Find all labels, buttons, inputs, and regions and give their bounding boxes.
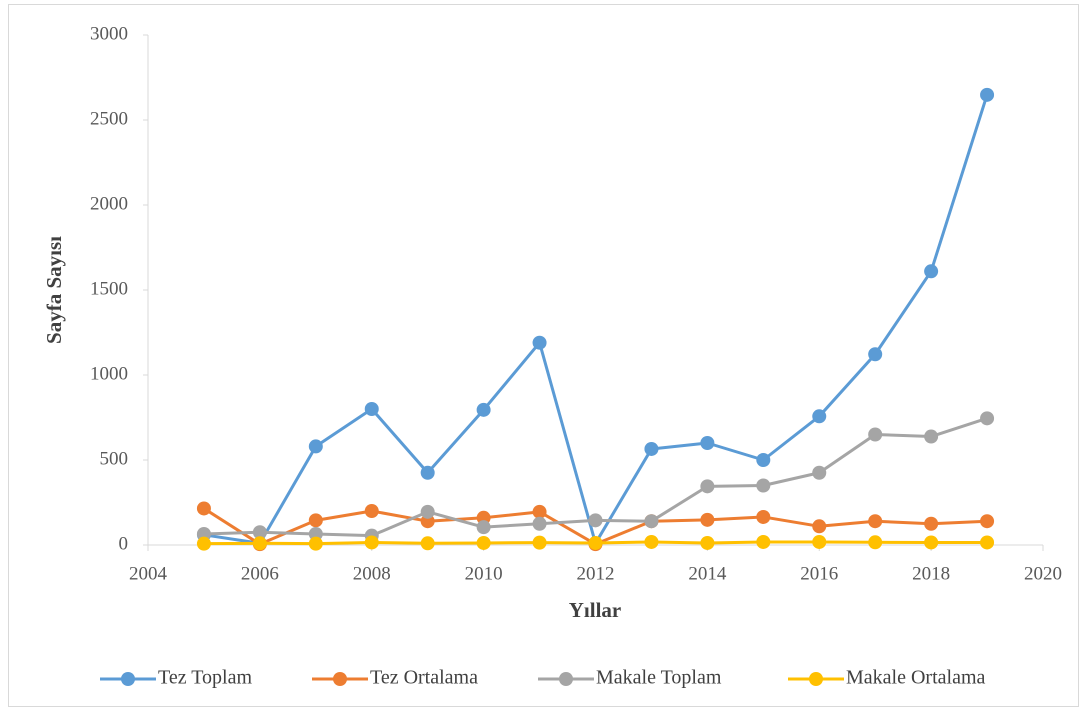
point-marker xyxy=(980,411,995,426)
point-marker xyxy=(644,514,659,529)
point-marker xyxy=(700,436,715,450)
point-marker xyxy=(476,535,491,550)
legend-marker xyxy=(559,672,573,686)
point-marker xyxy=(700,512,715,527)
x-tick-label: 2020 xyxy=(1024,563,1062,584)
point-marker xyxy=(196,501,211,516)
point-marker xyxy=(756,478,771,493)
y-tick-label: 3000 xyxy=(90,23,128,44)
point-marker xyxy=(308,513,323,528)
y-tick-label: 2500 xyxy=(90,108,128,129)
point-marker xyxy=(924,516,939,531)
chart-frame xyxy=(8,4,1079,707)
y-tick-label: 0 xyxy=(119,533,129,554)
point-marker xyxy=(868,535,883,550)
point-marker xyxy=(980,87,995,102)
point-marker xyxy=(588,535,603,550)
legend-marker xyxy=(121,672,135,686)
point-marker xyxy=(532,535,547,550)
point-marker xyxy=(644,534,659,549)
y-tick-label: 500 xyxy=(100,448,129,469)
point-marker xyxy=(756,534,771,549)
y-tick-label: 1500 xyxy=(90,278,128,299)
x-tick-label: 2006 xyxy=(241,563,279,584)
y-axis-title: Sayfa Sayısı xyxy=(42,236,66,344)
legend-label: Makale Ortalama xyxy=(846,667,985,689)
point-marker xyxy=(364,402,379,416)
point-marker xyxy=(532,504,547,519)
point-marker xyxy=(196,536,211,551)
x-tick-label: 2018 xyxy=(912,563,950,584)
x-tick-label: 2010 xyxy=(465,563,503,584)
point-marker xyxy=(308,536,323,551)
point-marker xyxy=(924,264,939,279)
point-marker xyxy=(196,526,211,541)
point-marker xyxy=(868,514,883,529)
legend-marker xyxy=(333,672,347,686)
y-tick-label: 1000 xyxy=(90,363,128,384)
point-marker xyxy=(868,427,883,442)
point-marker xyxy=(588,513,603,528)
point-marker xyxy=(924,429,939,444)
point-marker xyxy=(700,479,715,494)
x-tick-label: 2004 xyxy=(129,563,168,584)
point-marker xyxy=(476,402,491,417)
y-tick-label: 2000 xyxy=(90,193,128,214)
point-marker xyxy=(756,509,771,524)
x-tick-label: 2014 xyxy=(688,563,727,584)
point-marker xyxy=(812,409,827,424)
point-marker xyxy=(308,526,323,541)
point-marker xyxy=(532,516,547,531)
point-marker xyxy=(644,441,659,456)
point-marker xyxy=(868,347,883,362)
point-marker xyxy=(420,536,435,551)
point-marker xyxy=(476,520,491,535)
point-marker xyxy=(980,514,995,529)
x-tick-label: 2008 xyxy=(353,563,391,584)
point-marker xyxy=(532,335,547,350)
point-marker xyxy=(252,536,267,551)
series-line xyxy=(203,94,989,545)
x-tick-label: 2012 xyxy=(577,563,615,584)
point-marker xyxy=(812,519,827,534)
point-marker xyxy=(308,439,323,454)
point-marker xyxy=(420,504,435,519)
x-tick-label: 2016 xyxy=(800,563,838,584)
point-marker xyxy=(924,535,939,550)
point-marker xyxy=(812,534,827,549)
point-marker xyxy=(812,465,827,480)
point-marker xyxy=(364,504,379,518)
legend-label: Tez Toplam xyxy=(158,667,252,689)
x-axis-title: Yıllar xyxy=(569,598,622,622)
point-marker xyxy=(252,525,267,540)
legend-label: Tez Ortalama xyxy=(370,667,478,689)
point-marker xyxy=(980,535,995,550)
legend-marker xyxy=(809,672,823,686)
legend-label: Makale Toplam xyxy=(596,667,722,689)
point-marker xyxy=(700,535,715,550)
point-marker xyxy=(420,465,435,480)
point-marker xyxy=(756,453,771,467)
point-marker xyxy=(364,535,379,550)
